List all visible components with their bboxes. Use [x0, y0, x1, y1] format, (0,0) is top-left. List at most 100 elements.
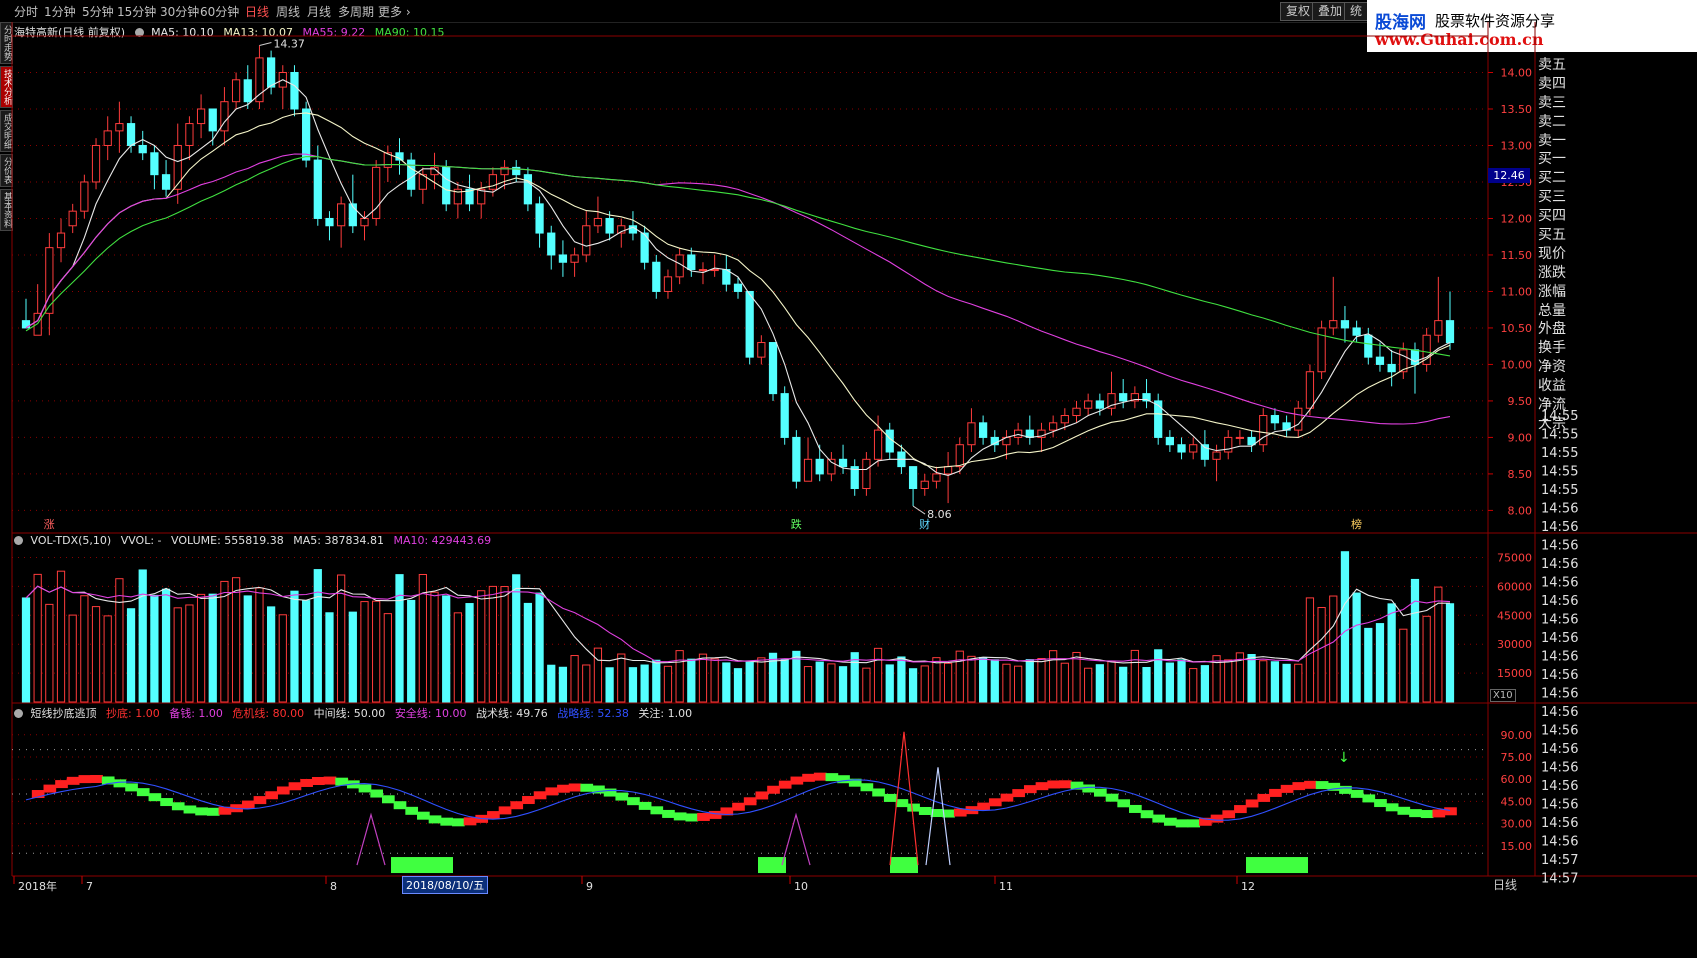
ind-step [1234, 805, 1247, 814]
period-tab-0[interactable]: 分时 [14, 5, 39, 19]
toolbar-button-1[interactable]: 叠加 [1312, 2, 1349, 21]
ind-step [638, 801, 652, 810]
toolbar-button-2[interactable]: 统 [1344, 2, 1369, 21]
volume-bar [395, 574, 404, 703]
candle-body [33, 312, 42, 336]
price-tick-label: 13.00 [1501, 139, 1533, 152]
quote-time: 14:56 [1541, 539, 1578, 554]
ind-step [813, 772, 827, 781]
ind-step [778, 780, 792, 789]
ind-step [848, 778, 862, 787]
ma90-line [25, 156, 1451, 357]
period-tab-5[interactable]: 60分钟 [200, 5, 240, 19]
volume-bar [1282, 663, 1291, 703]
candle-body [1259, 415, 1268, 446]
volume-bar [1119, 666, 1128, 703]
settings-icon[interactable] [14, 709, 23, 718]
ind-spike [356, 812, 386, 866]
volume-bar [196, 593, 206, 703]
volume-bar [1294, 663, 1303, 703]
volume-bar [1247, 654, 1256, 703]
toolbar-button-0[interactable]: 复权 [1280, 2, 1317, 21]
x-axis-label: 11 [999, 880, 1013, 893]
price-tick-label: 12.00 [1501, 212, 1533, 225]
ind-step [300, 778, 313, 787]
volume-bar [1142, 666, 1151, 703]
period-tab-1[interactable]: 1分钟 [44, 5, 76, 19]
ind-step [1432, 809, 1446, 818]
period-tab-9[interactable]: 多周期 [338, 5, 375, 19]
ind-step [1140, 810, 1154, 819]
left-tab-4[interactable]: 基本资料 [0, 189, 13, 231]
volume-bar [1130, 649, 1139, 703]
date-cursor-flag: 2018/08/10/五 [402, 876, 489, 894]
ind-step [953, 808, 967, 817]
ind-step [1058, 780, 1072, 789]
ind-zhanlue-line [25, 779, 1451, 821]
volume-bar [1037, 657, 1046, 703]
ind-zhanlue: 战略线: 52.38 [557, 707, 629, 720]
volume-bar [115, 578, 124, 703]
ind-step [1315, 781, 1329, 790]
volume-bar [1095, 664, 1104, 703]
settings-icon[interactable] [14, 536, 23, 545]
ind-beiqian: 备钱: 1.00 [169, 707, 223, 720]
candle-body [407, 159, 416, 190]
candle-body [710, 269, 719, 272]
volume-bar [80, 595, 89, 703]
volume-bar [652, 659, 661, 703]
candle-body [570, 254, 579, 263]
ind-step [452, 818, 465, 827]
ind-spike [889, 731, 919, 866]
ind-step [942, 809, 955, 818]
period-tab-3[interactable]: 15分钟 [117, 5, 157, 19]
period-tab-4[interactable]: 30分钟 [160, 5, 200, 19]
ind-step [90, 774, 103, 783]
candle-body [1224, 436, 1233, 453]
volume-bar [967, 655, 976, 703]
quote-time: 14:56 [1541, 835, 1578, 850]
candle-body [1352, 327, 1361, 336]
period-toolbar: 分时 1分钟 5分钟 15分钟 30分钟 60分钟 日线 周线 月线 多周期 更多 › 复权 叠加统 [0, 0, 1697, 23]
volume-bar [722, 662, 731, 703]
ind-signal-block [391, 857, 453, 874]
ind-step [732, 802, 745, 811]
candle-body [208, 108, 217, 132]
ind-step [171, 802, 185, 811]
ind-step [883, 793, 897, 802]
ind-step [1257, 793, 1271, 802]
candle-body [1014, 429, 1023, 438]
volume-bar [1072, 651, 1081, 703]
x-axis-label: 9 [586, 880, 593, 893]
period-tab-7[interactable]: 周线 [276, 5, 301, 19]
candle-body [745, 290, 754, 358]
candle-body [523, 174, 533, 205]
candle-body [1445, 320, 1455, 344]
volume-bar [1235, 652, 1245, 703]
quote-label-2: 卖三 [1538, 94, 1566, 111]
quote-time: 14:56 [1541, 798, 1578, 813]
volume-bar [1352, 592, 1361, 703]
quote-time: 14:55 [1541, 465, 1578, 480]
ind-step [428, 815, 442, 824]
volume-bar [803, 666, 813, 703]
quote-label-19: 大宗 [1538, 415, 1566, 432]
volume-bar [1445, 603, 1455, 703]
period-tab-10[interactable]: 更多 › [378, 5, 411, 19]
ind-step [183, 805, 197, 814]
volume-bar [780, 659, 789, 703]
period-tab-2[interactable]: 5分钟 [82, 5, 114, 19]
volume-bar [173, 607, 182, 703]
candle-body [360, 217, 369, 227]
ind-step [1339, 785, 1352, 794]
volume-bar [255, 587, 264, 703]
quote-time: 14:56 [1541, 761, 1578, 776]
settings-icon[interactable] [134, 28, 144, 37]
ind-step [218, 806, 232, 815]
candle-body [1177, 444, 1186, 453]
period-tab-8[interactable]: 月线 [307, 5, 332, 19]
ind-step [463, 817, 477, 826]
period-tab-6[interactable]: 日线 [245, 5, 270, 19]
ind-step [498, 806, 512, 815]
